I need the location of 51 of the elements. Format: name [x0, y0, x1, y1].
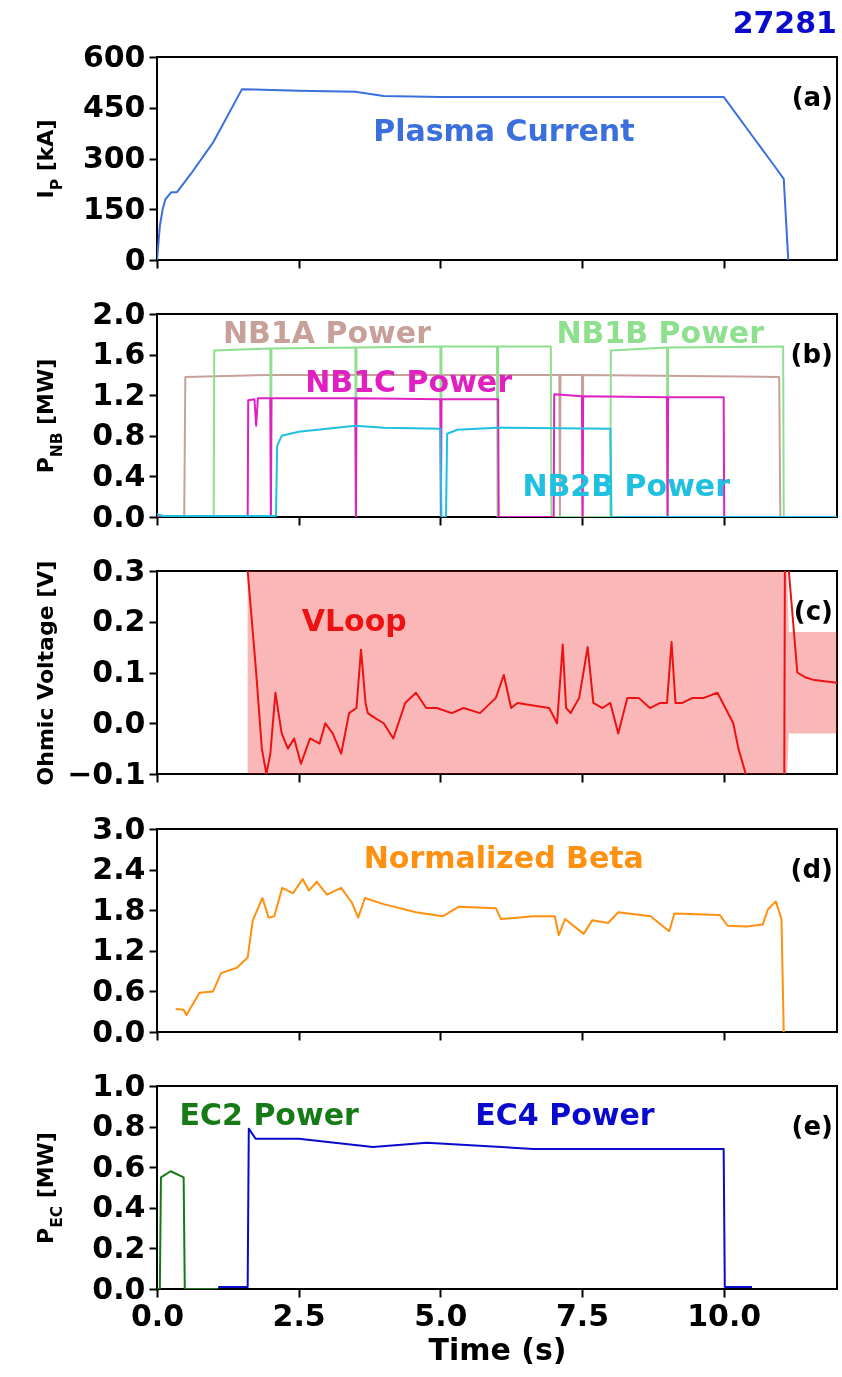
x-axis-title: Time (s) [428, 1331, 567, 1367]
y-tick-label: 3.0 [92, 810, 146, 846]
line-series [157, 424, 837, 517]
annotation: (c) [793, 595, 833, 626]
y-axis-title: Ohmic Voltage [V] [32, 560, 58, 786]
y-tick-label: 0 [124, 241, 146, 277]
y-tick-label: 2.4 [92, 851, 146, 887]
y-tick-label: 0.0 [92, 1013, 146, 1049]
y-tick-label: 450 [82, 89, 146, 125]
series-label: VLoop [301, 602, 407, 638]
line-series [174, 878, 785, 1032]
line-series [157, 88, 790, 260]
series-label: EC4 Power [475, 1097, 655, 1133]
series-label: NB1B Power [556, 315, 765, 351]
y-tick-label: 0.2 [92, 1229, 146, 1265]
y-tick-label: 0.1 [92, 654, 146, 689]
annotation: (a) [791, 81, 833, 112]
y-tick-label: 150 [82, 190, 146, 226]
annotation: (b) [790, 338, 833, 369]
y-tick-label: −0.1 [67, 755, 146, 791]
x-tick-label: 2.5 [272, 1297, 326, 1333]
series-label: NB1A Power [223, 315, 432, 351]
x-tick-label: 7.5 [555, 1297, 610, 1333]
y-tick-label: 0.3 [92, 552, 146, 588]
y-tick-label: 1.2 [92, 376, 146, 412]
y-tick-label: 1.0 [92, 1067, 146, 1103]
y-tick-label: 0.4 [92, 1189, 146, 1225]
y-tick-label: 0.6 [92, 1148, 146, 1184]
series-label: Normalized Beta [363, 840, 644, 876]
y-tick-label: 0.4 [92, 457, 146, 493]
y-tick-label: 1.6 [92, 336, 146, 372]
annotation: (e) [791, 1110, 833, 1141]
x-tick-label: 10.0 [687, 1297, 762, 1333]
line-series [217, 1127, 753, 1288]
y-tick-label: 0.2 [92, 603, 146, 639]
y-tick-label: 0.6 [92, 972, 146, 1008]
series-label: EC2 Power [179, 1097, 360, 1133]
y-tick-label: 0.8 [92, 1108, 146, 1144]
y-tick-label: 300 [82, 140, 146, 175]
x-tick-label: 5.0 [414, 1297, 468, 1333]
y-tick-label: 1.8 [92, 891, 146, 927]
series-label: Plasma Current [373, 113, 635, 149]
y-tick-label: 600 [82, 38, 146, 74]
y-tick-label: 0.0 [92, 498, 146, 534]
y-tick-label: 0.0 [92, 704, 146, 740]
annotation: (d) [790, 853, 833, 884]
y-tick-label: 0.8 [92, 417, 146, 453]
y-tick-label: 1.2 [92, 932, 146, 968]
chart-title: 27281 [732, 5, 837, 40]
y-tick-label: 2.0 [92, 295, 146, 331]
series-label: NB1C Power [305, 364, 513, 400]
